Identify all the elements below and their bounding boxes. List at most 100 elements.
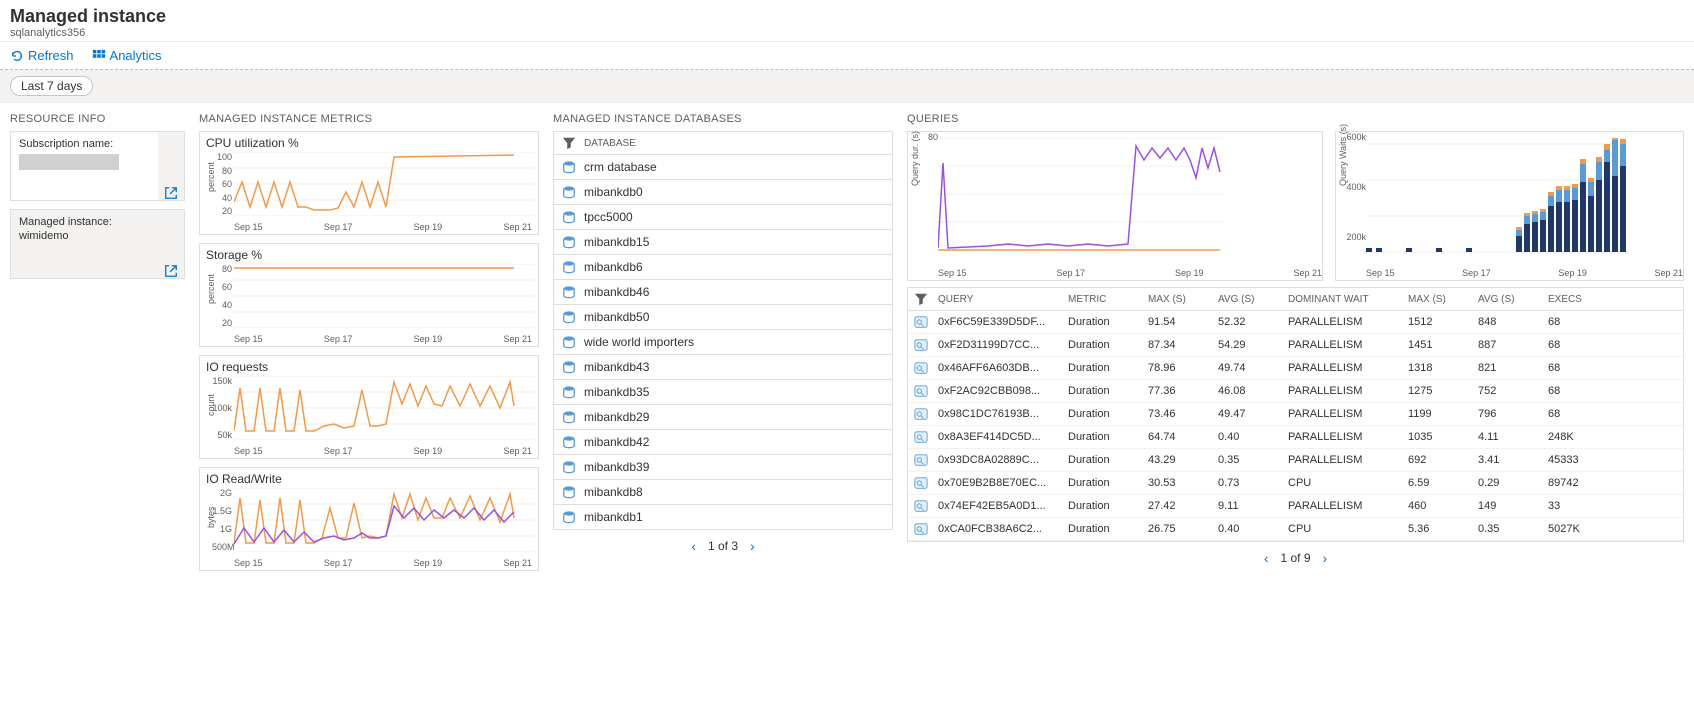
query-icon: [914, 430, 928, 444]
query-cell-q: 0xF2AC92CBB098...: [938, 385, 1068, 397]
query-cell-dmax: 6.59: [1408, 477, 1478, 489]
db-pager-prev[interactable]: ‹: [691, 538, 696, 554]
query-row[interactable]: 0xF6C59E339D5DF...Duration91.5452.32PARA…: [908, 311, 1683, 334]
database-row[interactable]: mibankdb46: [553, 280, 893, 305]
database-name: mibankdb6: [584, 260, 643, 274]
database-icon: [562, 485, 576, 499]
q-pager-prev[interactable]: ‹: [1264, 550, 1269, 566]
chart-cpu[interactable]: CPU utilization %percent10080604020Sep 1…: [199, 131, 539, 235]
query-cell-avg: 0.40: [1218, 431, 1288, 443]
database-row[interactable]: mibankdb6: [553, 255, 893, 280]
subscription-open-icon[interactable]: [158, 132, 184, 200]
query-cell-dw: CPU: [1288, 523, 1408, 535]
chart-title: Storage %: [206, 248, 532, 262]
database-row[interactable]: mibankdb50: [553, 305, 893, 330]
query-cell-max: 43.29: [1148, 454, 1218, 466]
query-cell-dw: PARALLELISM: [1288, 500, 1408, 512]
query-cell-dw: PARALLELISM: [1288, 431, 1408, 443]
database-icon: [562, 260, 576, 274]
database-row[interactable]: tpcc5000: [553, 205, 893, 230]
query-row[interactable]: 0xF2AC92CBB098...Duration77.3646.08PARAL…: [908, 380, 1683, 403]
database-name: mibankdb1: [584, 510, 643, 524]
query-row[interactable]: 0x93DC8A02889C...Duration43.290.35PARALL…: [908, 449, 1683, 472]
database-row[interactable]: mibankdb0: [553, 180, 893, 205]
chart-iorw[interactable]: IO Read/Writebytes2G1.5G1G500MSep 15Sep …: [199, 467, 539, 571]
query-icon: [914, 338, 928, 352]
query-cell-m: Duration: [1068, 431, 1148, 443]
refresh-button[interactable]: Refresh: [10, 48, 74, 63]
q-col-dmax: MAX (S): [1408, 294, 1478, 305]
query-cell-max: 87.34: [1148, 339, 1218, 351]
query-row[interactable]: 0x98C1DC76193B...Duration73.4649.47PARAL…: [908, 403, 1683, 426]
query-cell-avg: 54.29: [1218, 339, 1288, 351]
database-icon: [562, 435, 576, 449]
database-row[interactable]: mibankdb29: [553, 405, 893, 430]
filter-icon[interactable]: [562, 136, 576, 150]
query-cell-avg: 49.74: [1218, 362, 1288, 374]
query-cell-davg: 752: [1478, 385, 1548, 397]
chart-storage[interactable]: Storage %percent80604020Sep 15Sep 17Sep …: [199, 243, 539, 347]
query-cell-q: 0x46AFF6A603DB...: [938, 362, 1068, 374]
query-cell-m: Duration: [1068, 316, 1148, 328]
database-name: crm database: [584, 160, 657, 174]
database-row[interactable]: mibankdb8: [553, 480, 893, 505]
query-cell-q: 0x98C1DC76193B...: [938, 408, 1068, 420]
query-row[interactable]: 0x74EF42EB5A0D1...Duration27.429.11PARAL…: [908, 495, 1683, 518]
time-range-pill[interactable]: Last 7 days: [10, 76, 93, 96]
query-row[interactable]: 0x70E9B2B8E70EC...Duration30.530.73CPU6.…: [908, 472, 1683, 495]
query-cell-ex: 33: [1548, 500, 1618, 512]
database-row[interactable]: mibankdb42: [553, 430, 893, 455]
query-cell-davg: 0.35: [1478, 523, 1548, 535]
query-cell-m: Duration: [1068, 477, 1148, 489]
database-row[interactable]: mibankdb15: [553, 230, 893, 255]
query-cell-davg: 0.29: [1478, 477, 1548, 489]
analytics-button[interactable]: Analytics: [92, 48, 162, 63]
database-row[interactable]: wide world importers: [553, 330, 893, 355]
q-col-domwait: DOMINANT WAIT: [1288, 294, 1408, 305]
query-cell-ex: 68: [1548, 362, 1618, 374]
chart-io[interactable]: IO requestscount150k100k50kSep 15Sep 17S…: [199, 355, 539, 459]
query-row[interactable]: 0x8A3EF414DC5D...Duration64.740.40PARALL…: [908, 426, 1683, 449]
db-pager-next[interactable]: ›: [750, 538, 755, 554]
query-icon: [914, 522, 928, 536]
database-row[interactable]: mibankdb1: [553, 505, 893, 530]
query-row[interactable]: 0xF2D31199D7CC...Duration87.3454.29PARAL…: [908, 334, 1683, 357]
database-icon: [562, 510, 576, 524]
subscription-value-redacted: [19, 154, 119, 170]
subscription-label: Subscription name:: [19, 138, 150, 150]
database-row[interactable]: crm database: [553, 155, 893, 180]
query-row[interactable]: 0xCA0FCB38A6C2...Duration26.750.40CPU5.3…: [908, 518, 1683, 541]
database-icon: [562, 360, 576, 374]
analytics-icon: [92, 49, 106, 63]
query-icon: [914, 453, 928, 467]
analytics-label: Analytics: [110, 48, 162, 63]
query-cell-dw: PARALLELISM: [1288, 454, 1408, 466]
managed-instance-open-icon[interactable]: [158, 210, 184, 278]
query-cell-max: 78.96: [1148, 362, 1218, 374]
database-col-header: DATABASE: [584, 138, 636, 149]
query-cell-dmax: 692: [1408, 454, 1478, 466]
database-pager: ‹ 1 of 3 ›: [553, 530, 893, 562]
database-row[interactable]: mibankdb35: [553, 380, 893, 405]
q-pager-next[interactable]: ›: [1323, 550, 1328, 566]
database-row[interactable]: mibankdb39: [553, 455, 893, 480]
query-cell-q: 0x93DC8A02889C...: [938, 454, 1068, 466]
query-cell-m: Duration: [1068, 362, 1148, 374]
query-cell-davg: 4.11: [1478, 431, 1548, 443]
queries-table-header: QUERY METRIC MAX (S) AVG (S) DOMINANT WA…: [908, 288, 1683, 311]
database-row[interactable]: mibankdb43: [553, 355, 893, 380]
query-duration-chart[interactable]: Query dur. (s) 80 Sep 15Sep 17Sep 19Sep …: [907, 131, 1323, 281]
query-cell-q: 0xCA0FCB38A6C2...: [938, 523, 1068, 535]
database-icon: [562, 285, 576, 299]
time-range-bar: Last 7 days: [0, 70, 1694, 103]
query-cell-max: 30.53: [1148, 477, 1218, 489]
query-cell-dmax: 1451: [1408, 339, 1478, 351]
query-row[interactable]: 0x46AFF6A603DB...Duration78.9649.74PARAL…: [908, 357, 1683, 380]
query-cell-ex: 45333: [1548, 454, 1618, 466]
query-cell-max: 73.46: [1148, 408, 1218, 420]
query-waits-chart[interactable]: Query Waits (s) 600k400k200k Sep 15Sep 1…: [1335, 131, 1684, 281]
query-cell-ex: 89742: [1548, 477, 1618, 489]
query-cell-avg: 9.11: [1218, 500, 1288, 512]
filter-icon[interactable]: [914, 292, 928, 306]
query-cell-max: 91.54: [1148, 316, 1218, 328]
